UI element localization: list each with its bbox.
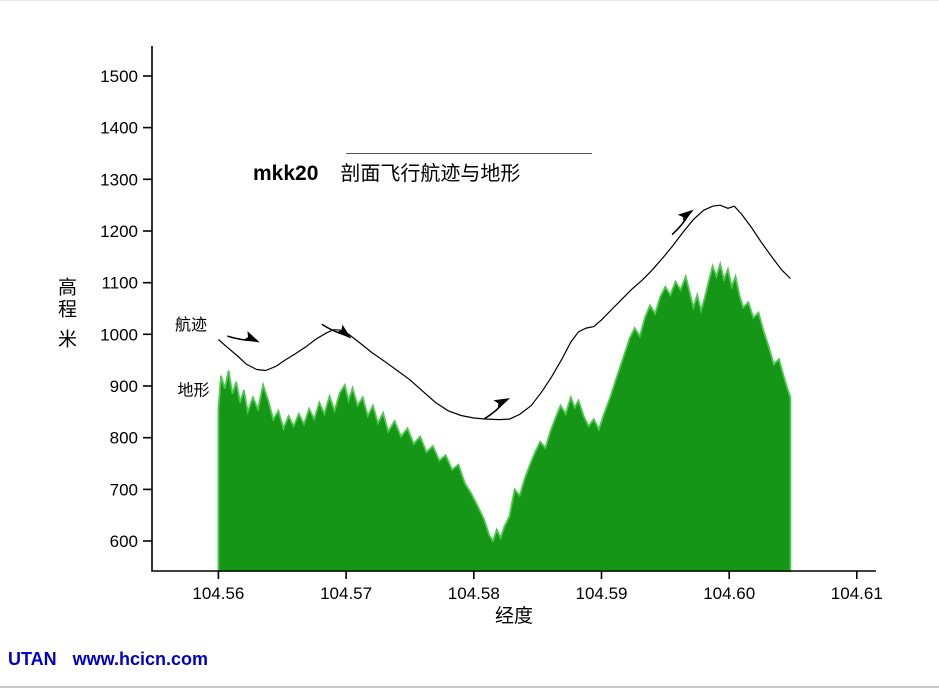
x-tick-label: 104.57 <box>320 584 372 603</box>
y-tick-label: 900 <box>110 377 138 396</box>
x-axis-label: 经度 <box>494 606 533 627</box>
chart-title: mkk20 剖面飞行航迹与地形 <box>253 157 520 186</box>
y-tick-label: 700 <box>110 480 138 499</box>
watermark-site[interactable]: www.hcicn.com <box>72 649 209 669</box>
direction-arrow-icon <box>321 323 352 339</box>
x-tick-label: 104.58 <box>448 584 500 603</box>
y-tick-label: 1500 <box>100 67 138 86</box>
direction-arrow-icon <box>227 331 260 343</box>
watermark: UTAN www.hcicn.com <box>8 649 208 670</box>
x-tick-label: 104.61 <box>831 584 883 603</box>
y-tick-label: 1200 <box>100 222 138 241</box>
y-tick-label: 1000 <box>100 325 138 344</box>
y-tick-label: 1100 <box>101 274 138 293</box>
axes <box>151 46 876 572</box>
y-axis-label: 高程 米 <box>55 277 76 351</box>
series-label: 航迹 <box>175 316 207 334</box>
terrain-area <box>217 260 792 572</box>
title-overline <box>346 153 592 154</box>
x-axis-ticks: 104.56 104.57 104.58 104.59 104.60 104.61 <box>192 571 883 603</box>
y-tick-label: 1300 <box>100 170 138 189</box>
series-label: 地形 <box>178 381 210 399</box>
chart-title-code: mkk20 <box>253 162 319 185</box>
x-tick-label: 104.60 <box>703 584 755 603</box>
y-axis-ticks: 600 700 800 900 1000 1100 1200 1300 1400 1500 <box>100 67 152 551</box>
chart-title-text: 剖面飞行航迹与地形 <box>340 163 521 185</box>
y-tick-label: 800 <box>110 429 138 448</box>
y-tick-label: 600 <box>110 532 138 551</box>
flight-track-line <box>218 204 791 421</box>
direction-arrow-icon <box>484 398 511 420</box>
watermark-brand: UTAN <box>8 649 57 669</box>
direction-arrow-icon <box>671 209 694 236</box>
y-tick-label: 1400 <box>100 119 138 138</box>
x-tick-label: 104.59 <box>576 584 628 603</box>
x-tick-label: 104.56 <box>192 584 244 603</box>
